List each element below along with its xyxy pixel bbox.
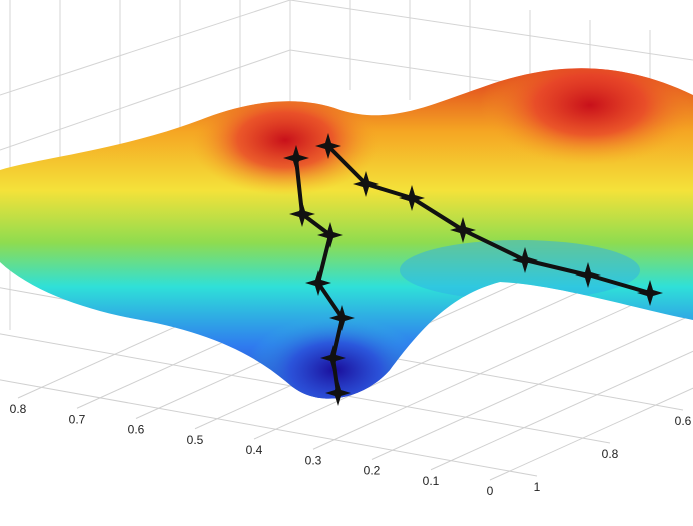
- axis-labels: 0.8 0.7 0.6 0.5 0.4 0.3 0.2 0.1 0 1 0.8 0.6: [10, 402, 692, 498]
- surface: [0, 68, 693, 399]
- x-tick-label: 0.8: [10, 402, 27, 416]
- path-steps: [283, 133, 663, 406]
- y-tick-label: 1: [534, 480, 541, 494]
- grid-line: [489, 387, 693, 481]
- x-tick-label: 0.1: [423, 474, 440, 488]
- x-tick-label: 0.5: [187, 433, 204, 447]
- x-tick-label: 0.4: [246, 443, 263, 457]
- surface-peak: [480, 68, 693, 165]
- y-tick-label: 0.6: [675, 414, 692, 428]
- x-tick-label: 0.7: [69, 412, 86, 426]
- grid-line: [312, 276, 693, 450]
- grid-line: [430, 350, 693, 471]
- x-tick-label: 0.6: [128, 423, 145, 437]
- x-tick-label: 0.3: [305, 453, 322, 467]
- y-tick-label: 0.8: [602, 447, 619, 461]
- grid-line: [371, 313, 693, 460]
- grid-line: [0, 379, 538, 477]
- surface-peak: [190, 85, 380, 195]
- grid-line: [0, 333, 611, 444]
- x-tick-label: 0.2: [364, 464, 381, 478]
- step-marker: [283, 145, 355, 406]
- x-tick-label: 0: [487, 484, 494, 498]
- surface-valley: [400, 240, 640, 300]
